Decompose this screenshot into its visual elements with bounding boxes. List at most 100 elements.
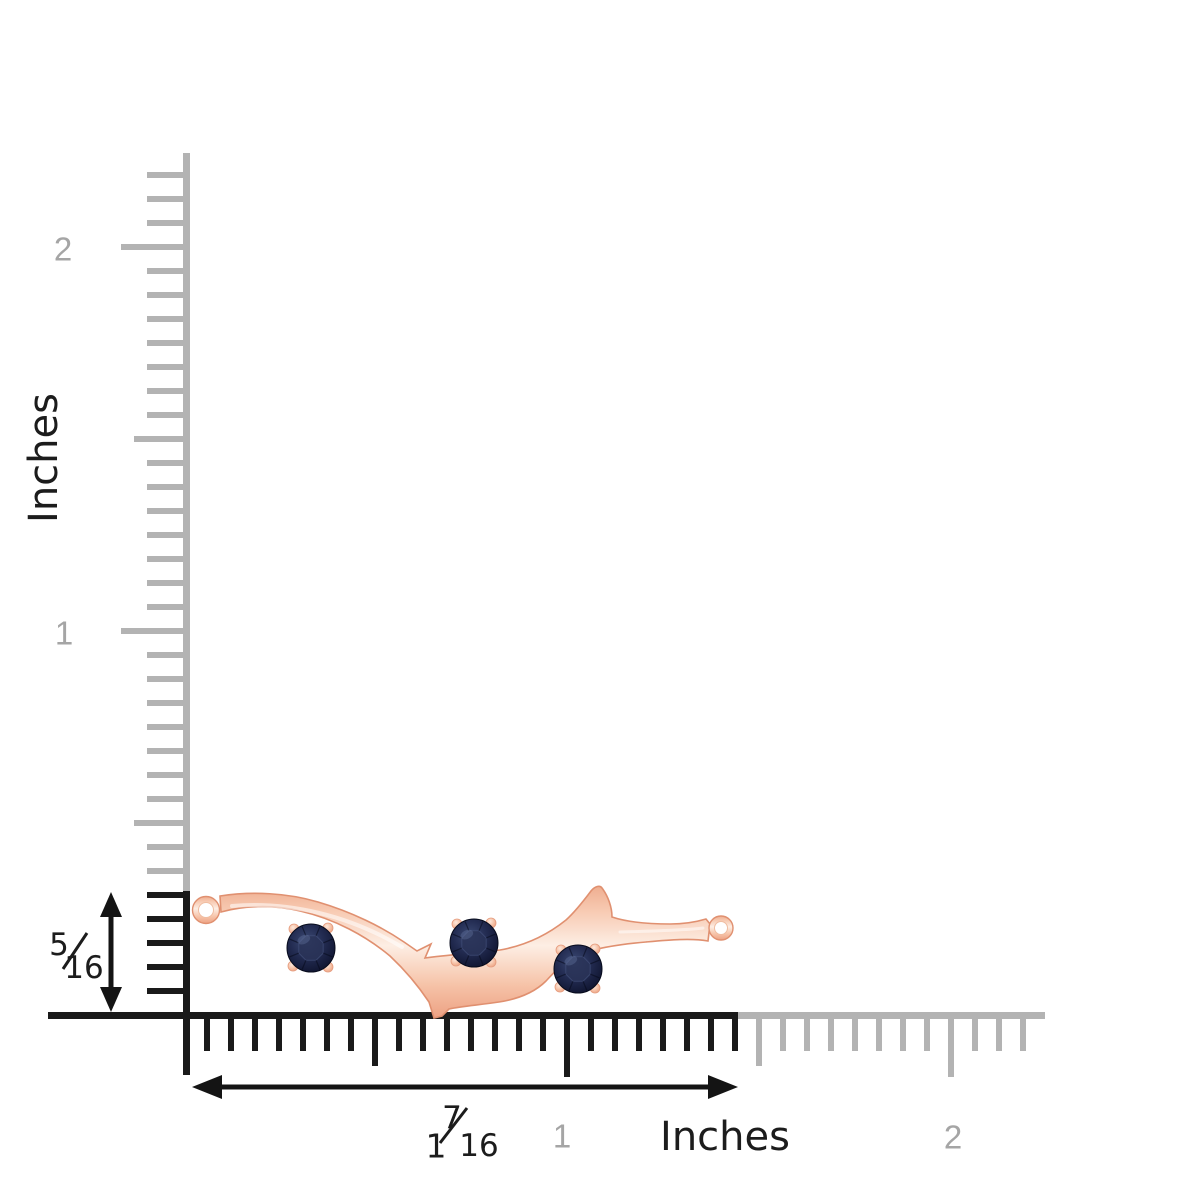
horizontal-tick: [636, 1019, 642, 1051]
width-fraction-numerator: 7: [442, 1100, 462, 1136]
horizontal-tick: [588, 1019, 594, 1051]
vertical-tick: [147, 196, 183, 202]
horizontal-tick: [924, 1019, 930, 1051]
width-arrow-head-right: [708, 1075, 738, 1099]
vertical-tick: [147, 532, 183, 538]
right-loop-hole: [714, 921, 728, 935]
vertical-ruler-number: 2: [54, 231, 72, 268]
horizontal-tick: [252, 1019, 258, 1051]
vertical-tick: [147, 508, 183, 514]
horizontal-tick: [420, 1019, 426, 1051]
branch-highlight: [230, 903, 404, 949]
gem-highlight: [564, 955, 578, 966]
gem-facet-line: [582, 980, 588, 991]
sapphire-setting: [286, 922, 336, 973]
horizontal-tick: [396, 1019, 402, 1051]
necklace-loops: [191, 895, 734, 941]
vertical-ruler-numbers: 21: [54, 231, 73, 652]
horizontal-tick: [540, 1019, 546, 1051]
vertical-tick: [147, 340, 183, 346]
vertical-tick: [147, 964, 183, 970]
vertical-tick: [147, 460, 183, 466]
horizontal-tick: [684, 1019, 690, 1051]
height-fraction-denominator: 16: [64, 950, 103, 986]
vertical-tick: [147, 652, 183, 658]
vertical-tick: [147, 388, 183, 394]
left-loop-hole: [198, 902, 214, 918]
gem-facet-line: [556, 959, 567, 965]
width-whole-number: 1: [426, 1127, 447, 1166]
vertical-tick: [147, 484, 183, 490]
vertical-ruler: 21 Inches: [21, 153, 190, 1075]
vertical-tick: [147, 748, 183, 754]
vertical-tick: [134, 820, 183, 826]
vertical-tick: [147, 676, 183, 682]
vertical-ruler-line-black: [183, 891, 190, 1075]
width-measurement: 1 7 16: [192, 1075, 738, 1166]
height-arrow-head-up: [100, 892, 122, 917]
gem-facet-line: [589, 959, 600, 965]
horizontal-tick: [612, 1019, 618, 1051]
gem-facet-line: [478, 921, 484, 932]
vertical-tick: [147, 580, 183, 586]
height-measurement: 5 16: [49, 892, 122, 1012]
sapphire-setting: [553, 943, 603, 994]
horizontal-ruler-line-black: [48, 1012, 738, 1019]
vertical-tick: [147, 604, 183, 610]
gem-facet-line: [582, 947, 588, 958]
horizontal-tick: [444, 1019, 450, 1051]
vertical-tick: [147, 772, 183, 778]
gem-facet-line: [568, 980, 574, 991]
vertical-tick: [147, 364, 183, 370]
vertical-tick: [134, 436, 183, 442]
gem-facet-line: [452, 933, 463, 939]
vertical-tick: [147, 868, 183, 874]
width-fraction-slash: [438, 1107, 469, 1144]
horizontal-tick: [492, 1019, 498, 1051]
horizontal-tick: [228, 1019, 234, 1051]
horizontal-tick: [852, 1019, 858, 1051]
vertical-tick: [121, 628, 183, 634]
horizontal-tick: [276, 1019, 282, 1051]
horizontal-tick: [804, 1019, 810, 1051]
horizontal-ruler-number: 1: [553, 1118, 571, 1155]
gem-facet-line: [301, 959, 307, 970]
vertical-tick: [147, 796, 183, 802]
horizontal-tick: [372, 1019, 378, 1066]
gem-facet-line: [464, 954, 470, 965]
width-arrow-head-left: [192, 1075, 222, 1099]
vertical-tick: [147, 988, 183, 994]
horizontal-tick: [516, 1019, 522, 1051]
horizontal-ruler-number: 2: [944, 1119, 962, 1156]
vertical-tick: [147, 268, 183, 274]
horizontal-tick: [348, 1019, 354, 1051]
gem-facet-line: [589, 973, 600, 979]
height-fraction-numerator: 5: [49, 927, 69, 963]
vertical-tick: [147, 916, 183, 922]
gem-highlight: [460, 929, 474, 940]
sapphire-setting: [449, 917, 499, 968]
height-fraction-slash: [61, 932, 89, 970]
horizontal-tick: [468, 1019, 474, 1051]
vertical-tick: [147, 844, 183, 850]
horizontal-tick: [972, 1019, 978, 1051]
vertical-tick: [147, 412, 183, 418]
vertical-tick: [147, 172, 183, 178]
gem-facet-line: [315, 926, 321, 937]
gem-facet-line: [556, 973, 567, 979]
vertical-ruler-number: 1: [55, 615, 73, 652]
vertical-ruler-unit-label: Inches: [21, 393, 67, 523]
gem-facet-line: [289, 952, 300, 958]
horizontal-tick: [564, 1019, 570, 1077]
vertical-tick: [147, 220, 183, 226]
horizontal-tick: [756, 1019, 762, 1066]
vertical-tick: [147, 292, 183, 298]
width-fraction-denominator: 16: [459, 1128, 498, 1164]
vertical-tick: [147, 700, 183, 706]
horizontal-tick: [828, 1019, 834, 1051]
gem-highlight: [297, 934, 311, 945]
horizontal-tick: [996, 1019, 1002, 1051]
vertical-ruler-line-gray: [183, 153, 190, 891]
